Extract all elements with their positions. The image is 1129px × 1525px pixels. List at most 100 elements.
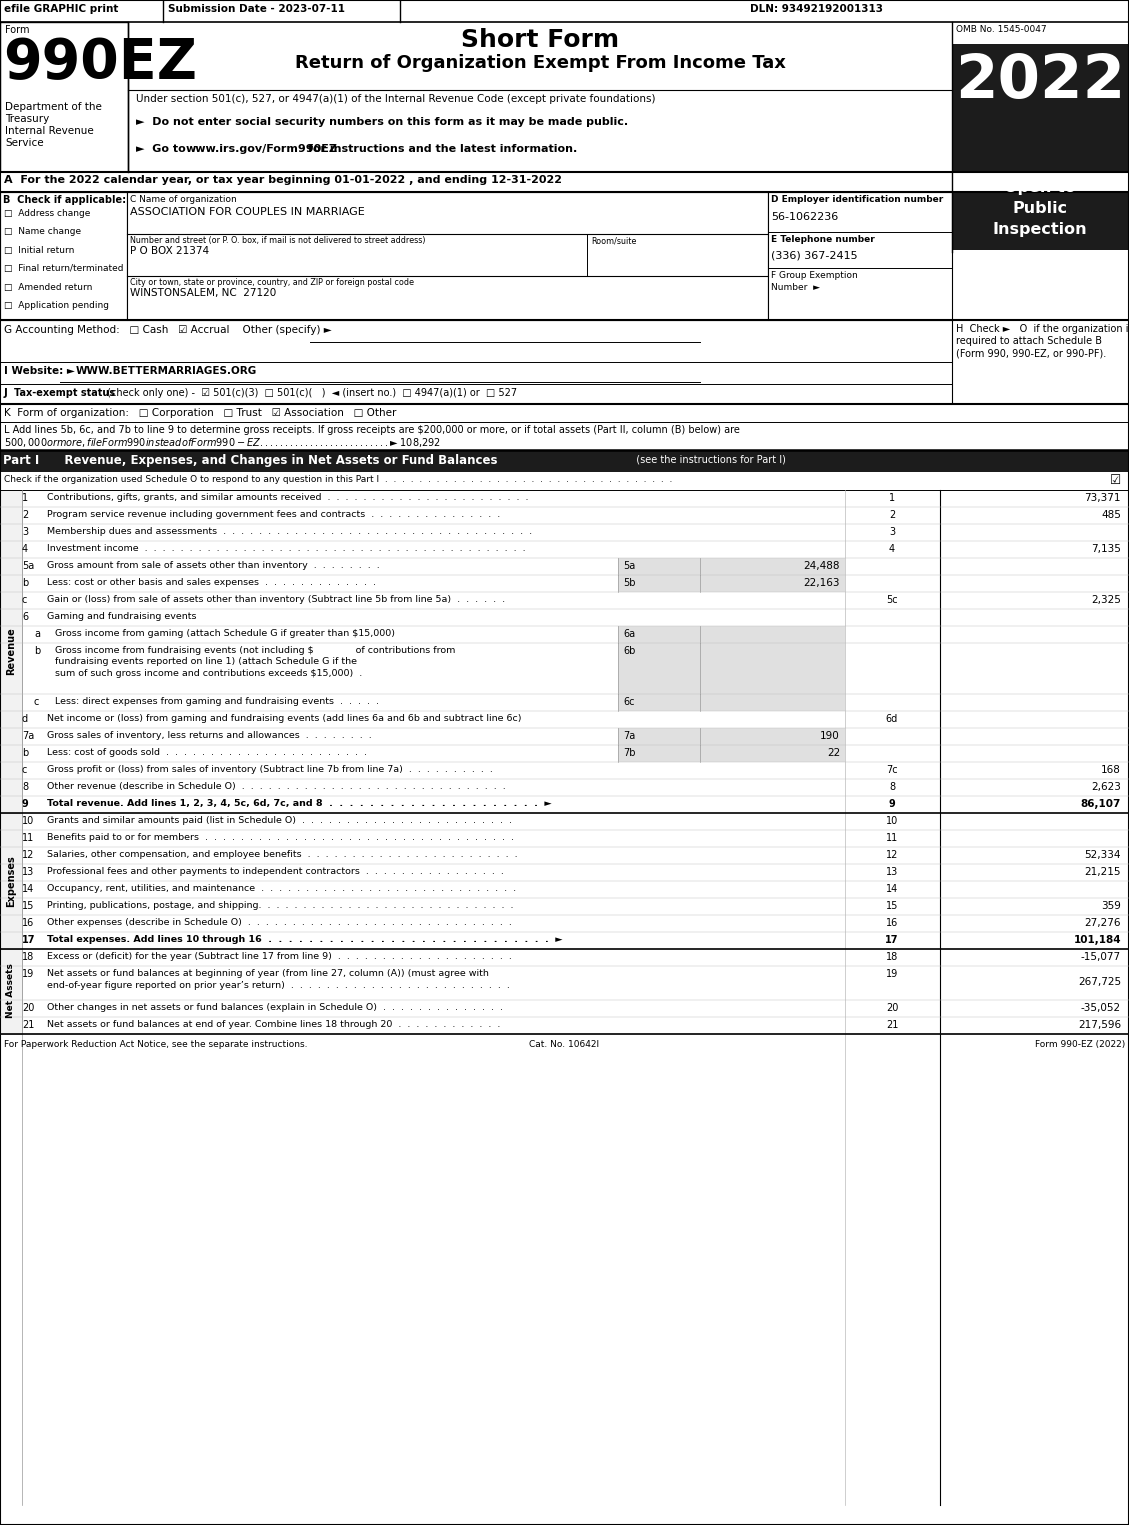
Text: D Employer identification number: D Employer identification number [771, 195, 943, 204]
Bar [0, 644, 1129, 694]
Text: 485: 485 [1101, 509, 1121, 520]
Text: 12: 12 [21, 849, 34, 860]
Text: Gross profit or (loss) from sales of inventory (Subtract line 7b from line 7a)  : Gross profit or (loss) from sales of inv… [47, 766, 493, 775]
Bar [0, 727, 1129, 746]
Text: 7a: 7a [21, 730, 34, 741]
Bar [618, 746, 844, 762]
Text: F Group Exemption: F Group Exemption [771, 271, 858, 281]
Text: required to attach Schedule B: required to attach Schedule B [956, 336, 1102, 346]
Text: For Paperwork Reduction Act Notice, see the separate instructions.: For Paperwork Reduction Act Notice, see … [5, 1040, 307, 1049]
Text: Less: direct expenses from gaming and fundraising events  .  .  .  .  .: Less: direct expenses from gaming and fu… [55, 697, 379, 706]
Text: $500,000 or more, file Form 990 instead of Form 990-EZ  .  .  .  .  .  .  .  .  : $500,000 or more, file Form 990 instead … [5, 436, 440, 448]
Bar [0, 813, 21, 949]
Bar [0, 881, 1129, 898]
Text: Gain or (loss) from sale of assets other than inventory (Subtract line 5b from l: Gain or (loss) from sale of assets other… [47, 595, 505, 604]
Text: 19: 19 [886, 968, 899, 979]
Text: 6a: 6a [623, 628, 636, 639]
Text: □  Initial return: □ Initial return [5, 246, 75, 255]
Text: a: a [34, 628, 40, 639]
Text: c: c [34, 697, 40, 708]
Text: 8: 8 [21, 782, 28, 791]
Bar [0, 1000, 1129, 1017]
Text: I Website: ►: I Website: ► [5, 366, 75, 377]
Bar [618, 575, 844, 592]
Text: Investment income  .  .  .  .  .  .  .  .  .  .  .  .  .  .  .  .  .  .  .  .  .: Investment income . . . . . . . . . . . … [47, 544, 526, 554]
Text: 21: 21 [886, 1020, 899, 1029]
Bar [0, 625, 1129, 644]
Text: A  For the 2022 calendar year, or tax year beginning 01-01-2022 , and ending 12-: A For the 2022 calendar year, or tax yea… [5, 175, 562, 185]
Bar [0, 506, 1129, 525]
Text: 19: 19 [21, 968, 34, 979]
Bar [618, 644, 844, 694]
Text: Inspection: Inspection [992, 223, 1087, 236]
Text: 7b: 7b [623, 747, 636, 758]
Text: 8: 8 [889, 782, 895, 791]
Text: 18: 18 [886, 952, 899, 962]
Text: Form 990-EZ (2022): Form 990-EZ (2022) [1035, 1040, 1124, 1049]
Text: 13: 13 [21, 868, 34, 877]
Text: fundraising events reported on line 1) (attach Schedule G if the: fundraising events reported on line 1) (… [55, 657, 357, 666]
Bar [0, 558, 1129, 575]
Bar [0, 694, 1129, 711]
Text: Under section 501(c), 527, or 4947(a)(1) of the Internal Revenue Code (except pr: Under section 501(c), 527, or 4947(a)(1)… [135, 95, 656, 104]
Text: P O BOX 21374: P O BOX 21374 [130, 246, 209, 256]
Bar [126, 192, 768, 320]
Text: DLN: 93492192001313: DLN: 93492192001313 [750, 5, 883, 14]
Text: 10: 10 [21, 816, 34, 827]
Bar [0, 949, 1129, 965]
Bar [0, 490, 1129, 506]
Text: 73,371: 73,371 [1085, 493, 1121, 503]
Text: 3: 3 [21, 528, 28, 537]
Text: b: b [34, 647, 41, 656]
Text: 21: 21 [21, 1020, 34, 1029]
Text: 6c: 6c [623, 697, 634, 708]
Text: 2: 2 [889, 509, 895, 520]
Text: Total expenses. Add lines 10 through 16  .  .  .  .  .  .  .  .  .  .  .  .  .  : Total expenses. Add lines 10 through 16 … [47, 935, 562, 944]
Bar [618, 727, 844, 746]
Text: Less: cost of goods sold  .  .  .  .  .  .  .  .  .  .  .  .  .  .  .  .  .  .  : Less: cost of goods sold . . . . . . . .… [47, 747, 367, 756]
Text: □  Address change: □ Address change [5, 209, 90, 218]
Text: ►  Go to: ► Go to [135, 143, 190, 154]
Bar [0, 865, 1129, 881]
Bar [0, 965, 1129, 1000]
Text: 2,325: 2,325 [1091, 595, 1121, 605]
Bar [0, 779, 1129, 796]
Text: Department of the: Department of the [5, 102, 102, 111]
Text: 217,596: 217,596 [1078, 1020, 1121, 1029]
Text: Treasury: Treasury [5, 114, 50, 124]
Bar [0, 813, 1129, 830]
Text: 18: 18 [21, 952, 34, 962]
Text: 7c: 7c [886, 766, 898, 775]
Text: 3: 3 [889, 528, 895, 537]
Bar [0, 932, 1129, 949]
Bar [0, 541, 1129, 558]
Text: 20: 20 [21, 1003, 34, 1013]
Text: 21,215: 21,215 [1085, 868, 1121, 877]
Text: Salaries, other compensation, and employee benefits  .  .  .  .  .  .  .  .  .  : Salaries, other compensation, and employ… [47, 849, 517, 859]
Text: Short Form: Short Form [461, 27, 619, 52]
Text: Form: Form [5, 24, 29, 35]
Text: 11: 11 [21, 833, 34, 843]
Bar [952, 21, 1129, 44]
Bar [0, 711, 1129, 727]
Text: Gross income from fundraising events (not including $              of contributi: Gross income from fundraising events (no… [55, 647, 455, 656]
Text: c: c [21, 595, 27, 605]
Text: 2: 2 [21, 509, 28, 520]
Text: 20: 20 [886, 1003, 899, 1013]
Bar [0, 898, 1129, 915]
Text: K  Form of organization:   □ Corporation   □ Trust   ☑ Association   □ Other: K Form of organization: □ Corporation □ … [5, 409, 396, 418]
Text: sum of such gross income and contributions exceeds $15,000)  .: sum of such gross income and contributio… [55, 669, 362, 679]
Text: Gross sales of inventory, less returns and allowances  .  .  .  .  .  .  .  .: Gross sales of inventory, less returns a… [47, 730, 371, 740]
Text: Gross amount from sale of assets other than inventory  .  .  .  .  .  .  .  .: Gross amount from sale of assets other t… [47, 561, 379, 570]
Bar [0, 915, 1129, 932]
Text: 6d: 6d [886, 714, 899, 724]
Text: 5a: 5a [21, 561, 34, 570]
Text: 56-1062236: 56-1062236 [771, 212, 838, 223]
Text: Total revenue. Add lines 1, 2, 3, 4, 5c, 6d, 7c, and 8  .  .  .  .  .  .  .  .  : Total revenue. Add lines 1, 2, 3, 4, 5c,… [47, 799, 552, 808]
Text: 267,725: 267,725 [1078, 978, 1121, 987]
Text: 15: 15 [886, 901, 899, 910]
Text: L Add lines 5b, 6c, and 7b to line 9 to determine gross receipts. If gross recei: L Add lines 5b, 6c, and 7b to line 9 to … [5, 425, 739, 435]
Text: 27,276: 27,276 [1085, 918, 1121, 929]
Text: Grants and similar amounts paid (list in Schedule O)  .  .  .  .  .  .  .  .  . : Grants and similar amounts paid (list in… [47, 816, 511, 825]
Text: □  Amended return: □ Amended return [5, 284, 93, 291]
